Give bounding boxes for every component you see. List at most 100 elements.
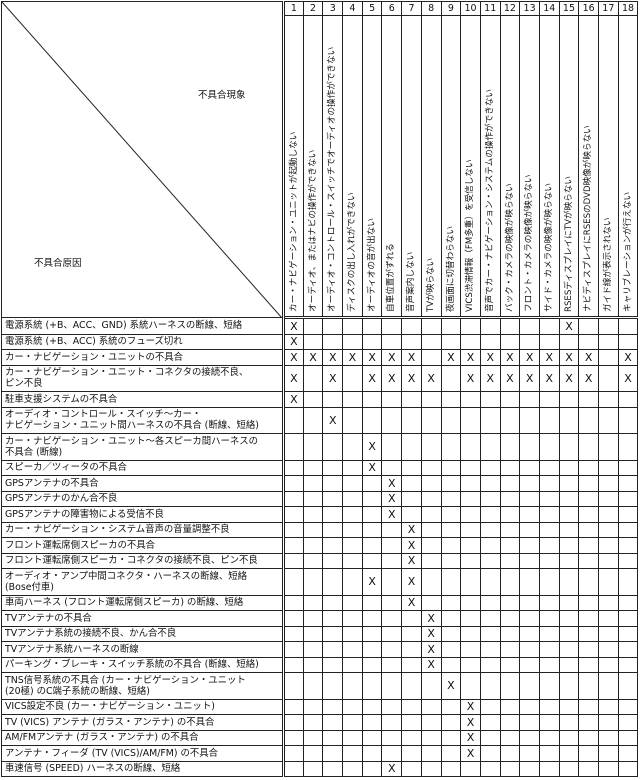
empty-cell <box>381 433 403 461</box>
column-number: 2 <box>302 1 324 16</box>
empty-cell <box>302 760 324 777</box>
empty-cell <box>401 333 422 350</box>
empty-cell <box>578 641 599 658</box>
empty-cell <box>479 745 501 762</box>
empty-cell <box>401 745 422 762</box>
empty-cell <box>558 610 580 627</box>
table-row: フロント運転席側スピーカ・コネクタの接続不良、ピン不良 X <box>1 552 639 569</box>
empty-cell <box>499 475 521 492</box>
empty-cell <box>381 537 403 554</box>
column-number: 10 <box>460 1 481 16</box>
empty-cell <box>322 537 344 554</box>
symptom-label: 自車位置がずれる <box>386 243 397 312</box>
empty-cell <box>381 729 403 746</box>
x-mark: X <box>440 349 462 366</box>
empty-cell <box>342 475 363 492</box>
x-mark: X <box>440 672 462 700</box>
empty-cell <box>322 594 344 611</box>
empty-cell <box>558 552 580 569</box>
empty-cell <box>440 552 462 569</box>
empty-cell <box>519 714 540 731</box>
cause-label: オーディオ・アンプ中間コネクタ・ハーネスの断線、短絡 (Bose付車) <box>1 568 285 596</box>
empty-cell <box>617 610 639 627</box>
x-mark: X <box>302 349 324 366</box>
empty-cell <box>538 333 560 350</box>
empty-cell <box>302 714 324 731</box>
empty-cell <box>302 406 324 434</box>
empty-cell <box>499 625 521 642</box>
empty-cell <box>440 333 462 350</box>
empty-cell <box>538 490 560 507</box>
empty-cell <box>381 698 403 715</box>
empty-cell <box>381 406 403 434</box>
empty-cell <box>460 656 481 673</box>
empty-cell <box>283 433 304 461</box>
table-row: アンテナ・フィーダ (TV (VICS)/AM/FM) の不具合 X <box>1 745 639 762</box>
empty-cell <box>499 610 521 627</box>
x-mark: X <box>479 364 501 392</box>
empty-cell <box>538 610 560 627</box>
empty-cell <box>302 537 324 554</box>
symptom-label: オーディオ・コントロール・スイッチでオーディオの操作ができない <box>327 46 338 312</box>
empty-cell <box>538 698 560 715</box>
column-number: 16 <box>578 1 599 16</box>
empty-cell <box>558 333 580 350</box>
x-mark: X <box>460 729 481 746</box>
x-mark: X <box>361 433 383 461</box>
empty-cell <box>460 506 481 523</box>
empty-cell <box>519 672 540 700</box>
empty-cell <box>381 745 403 762</box>
empty-cell <box>401 406 422 434</box>
table-row: パーキング・ブレーキ・スイッチ系統の不具合 (断線、短絡) X <box>1 656 639 673</box>
empty-cell <box>302 594 324 611</box>
empty-cell <box>381 672 403 700</box>
x-mark: X <box>361 349 383 366</box>
column-number: 18 <box>617 1 639 16</box>
empty-cell <box>460 594 481 611</box>
empty-cell <box>440 745 462 762</box>
empty-cell <box>302 475 324 492</box>
column-number: 13 <box>519 1 540 16</box>
empty-cell <box>302 459 324 476</box>
cause-label: TVアンテナ系統ハーネスの断線 <box>1 641 285 658</box>
empty-cell <box>440 364 462 392</box>
empty-cell <box>578 594 599 611</box>
matrix-corner: 不具合現象 不具合原因 <box>1 1 285 318</box>
x-mark: X <box>283 391 304 408</box>
x-mark: X <box>361 459 383 476</box>
empty-cell <box>342 641 363 658</box>
cause-label: TV (VICS) アンテナ (ガラス・アンテナ) の不具合 <box>1 714 285 731</box>
empty-cell <box>460 568 481 596</box>
empty-cell <box>598 406 619 434</box>
empty-cell <box>440 433 462 461</box>
empty-cell <box>598 672 619 700</box>
empty-cell <box>283 521 304 538</box>
empty-cell <box>578 459 599 476</box>
empty-cell <box>302 745 324 762</box>
empty-cell <box>479 656 501 673</box>
empty-cell <box>302 391 324 408</box>
empty-cell <box>440 729 462 746</box>
empty-cell <box>342 333 363 350</box>
empty-cell <box>479 594 501 611</box>
empty-cell <box>440 521 462 538</box>
empty-cell <box>322 625 344 642</box>
empty-cell <box>558 506 580 523</box>
cause-label: 電源系統 (+B、ACC、GND) 系統ハーネスの断線、短絡 <box>1 317 285 335</box>
empty-cell <box>342 672 363 700</box>
empty-cell <box>283 610 304 627</box>
table-row: オーディオ・アンプ中間コネクタ・ハーネスの断線、短絡 (Bose付車) X X <box>1 568 639 596</box>
empty-cell <box>538 317 560 335</box>
x-mark: X <box>420 610 442 627</box>
empty-cell <box>460 641 481 658</box>
x-mark: X <box>617 364 639 392</box>
empty-cell <box>598 364 619 392</box>
empty-cell <box>617 568 639 596</box>
empty-cell <box>361 317 383 335</box>
empty-cell <box>302 568 324 596</box>
diagonal-divider <box>2 2 283 318</box>
column-number: 3 <box>322 1 344 16</box>
symptom-axis-label: 不具合現象 <box>198 90 246 101</box>
empty-cell <box>322 568 344 596</box>
empty-cell <box>322 521 344 538</box>
